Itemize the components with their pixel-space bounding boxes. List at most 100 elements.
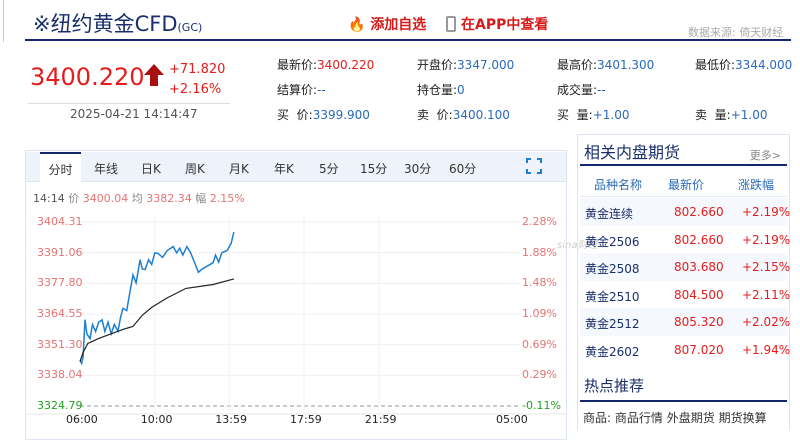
- future-price: 802.660: [674, 205, 724, 219]
- x-tick-label: 05:00: [496, 413, 528, 426]
- hot-link[interactable]: 商品行情: [614, 411, 663, 425]
- fullscreen-icon[interactable]: [526, 158, 542, 174]
- future-change: +2.11%: [742, 287, 791, 302]
- tab-5[interactable]: 年K: [274, 162, 294, 176]
- tab-4[interactable]: 月K: [229, 162, 249, 176]
- view-in-app-label: 在APP中查看: [461, 17, 549, 33]
- change-value: +71.820: [169, 62, 226, 77]
- future-name: 黄金2508: [585, 262, 640, 276]
- table-row[interactable]: 黄金2510 804.500 +2.11%: [580, 281, 791, 309]
- tab-7[interactable]: 15分: [360, 162, 388, 176]
- table-row[interactable]: 黄金2512 805.320 +2.02%: [580, 308, 790, 336]
- divider: [3, 0, 4, 42]
- divider: [580, 400, 787, 402]
- quote-field: 卖 价:3400.100: [417, 106, 510, 123]
- tab-0[interactable]: 分时: [40, 152, 81, 182]
- future-name: 黄金2512: [585, 317, 640, 331]
- intraday-chart[interactable]: [26, 205, 566, 430]
- y-pct-label: 1.09%: [522, 307, 557, 320]
- info-amp-label: 幅: [195, 192, 207, 205]
- quote-time: 2025-04-21 14:14:47: [70, 107, 198, 121]
- field-label: 持仓量:: [417, 83, 458, 97]
- title-text: ※纽约黄金CFD: [33, 12, 178, 36]
- title-underline: [25, 39, 791, 41]
- field-label: 卖 价:: [417, 108, 453, 122]
- fire-icon: 🔥: [348, 17, 366, 33]
- info-time: 14:14: [33, 192, 65, 205]
- price-line: [79, 231, 235, 366]
- chart-tabs: 分时 年线 日K 周K 月K 年K 5分 15分 30分 60分: [26, 152, 566, 182]
- field-label: 最低价:: [695, 58, 736, 72]
- divider: [580, 164, 787, 166]
- avg-line: [79, 278, 235, 362]
- field-label: 最高价:: [557, 58, 598, 72]
- field-value: 3400.220: [317, 58, 375, 72]
- table-row[interactable]: 黄金2506 802.660 +2.19%: [580, 226, 790, 254]
- table-row[interactable]: 黄金2602 807.020 +1.94%: [580, 336, 791, 364]
- add-watchlist-button[interactable]: 🔥 添加自选: [348, 14, 426, 34]
- tab-1[interactable]: 年线: [94, 162, 119, 176]
- tab-9[interactable]: 60分: [449, 162, 477, 176]
- hot-title: 热点推荐: [584, 377, 645, 395]
- field-value: 3347.000: [457, 58, 515, 72]
- table-row[interactable]: 黄金2508 803.680 +2.15%: [580, 253, 791, 281]
- y-pct-label: 2.28%: [522, 215, 557, 228]
- y-pct-label: 1.88%: [522, 245, 557, 259]
- future-name: 黄金连续: [585, 207, 634, 221]
- hot-label: 商品:: [583, 411, 612, 425]
- future-name: 黄金2506: [585, 234, 640, 249]
- field-label: 成交量:: [557, 83, 598, 97]
- x-tick-label: 17:59: [290, 413, 322, 426]
- quote-field: 结算价:--: [277, 81, 326, 98]
- phone-icon: [446, 16, 456, 32]
- future-price: 802.660: [674, 232, 724, 247]
- add-watchlist-label: 添加自选: [370, 17, 427, 33]
- arrow-up-icon: [144, 64, 164, 86]
- table-header: 品种名称 最新价 涨跌幅: [580, 169, 787, 197]
- field-label: 卖 量:: [695, 108, 731, 122]
- field-value: --: [317, 83, 326, 97]
- y-tick-label: 3351.30: [37, 337, 83, 351]
- data-source: 数据来源: 倚天财经: [688, 26, 784, 39]
- info-price: 3400.04: [82, 192, 129, 205]
- y-tick-label: 3391.06: [37, 245, 83, 259]
- future-name: 黄金2510: [585, 289, 640, 304]
- future-price: 807.020: [674, 342, 724, 357]
- tab-3[interactable]: 周K: [185, 162, 205, 176]
- tab-8[interactable]: 30分: [404, 162, 432, 176]
- quote-field: 卖 量:+1.00: [695, 106, 767, 123]
- view-in-app-button[interactable]: 在APP中查看: [446, 14, 548, 34]
- change-percent: +2.16%: [169, 82, 222, 97]
- related-title: 相关内盘期货: [584, 143, 681, 162]
- field-label: 开盘价:: [417, 58, 458, 72]
- column-header: 品种名称: [594, 178, 643, 192]
- column-header: 涨跌幅: [738, 178, 775, 192]
- info-avg-label: 均: [131, 192, 143, 205]
- field-label: 买 价:: [277, 108, 313, 122]
- hot-link[interactable]: 外盘期货: [666, 411, 715, 425]
- more-link[interactable]: 更多>: [749, 149, 781, 162]
- x-tick-label: 21:59: [364, 413, 397, 426]
- hot-link[interactable]: 期货换算: [718, 411, 767, 425]
- x-tick-label: 06:00: [66, 413, 98, 426]
- future-change: +1.94%: [742, 342, 791, 357]
- hot-links: 商品: 商品行情 外盘期货 期货换算: [583, 409, 767, 426]
- y-tick-label: 3338.04: [37, 368, 83, 382]
- tab-6[interactable]: 5分: [319, 162, 339, 176]
- column-header: 最新价: [668, 178, 705, 192]
- future-price: 804.500: [674, 287, 724, 302]
- quote-field: 开盘价:3347.000: [417, 56, 514, 73]
- field-label: 买 量:: [557, 108, 593, 122]
- table-row[interactable]: 黄金连续 802.660 +2.19%: [580, 198, 790, 226]
- quote-field: 最高价:3401.300: [557, 56, 654, 73]
- divider: [28, 103, 230, 104]
- y-pct-label: 0.29%: [522, 368, 557, 382]
- quote-field: 成交量:--: [557, 81, 606, 98]
- future-change: +2.15%: [742, 260, 791, 274]
- y-tick-label: 3404.31: [37, 215, 83, 228]
- tab-2[interactable]: 日K: [141, 162, 161, 176]
- y-pct-label: 0.69%: [522, 337, 557, 351]
- related-futures-panel: 相关内盘期货 更多> 品种名称 最新价 涨跌幅 黄金连续 802.660 +2.19…: [577, 134, 790, 430]
- field-value: 0: [457, 83, 465, 97]
- field-value: 3344.000: [735, 58, 793, 72]
